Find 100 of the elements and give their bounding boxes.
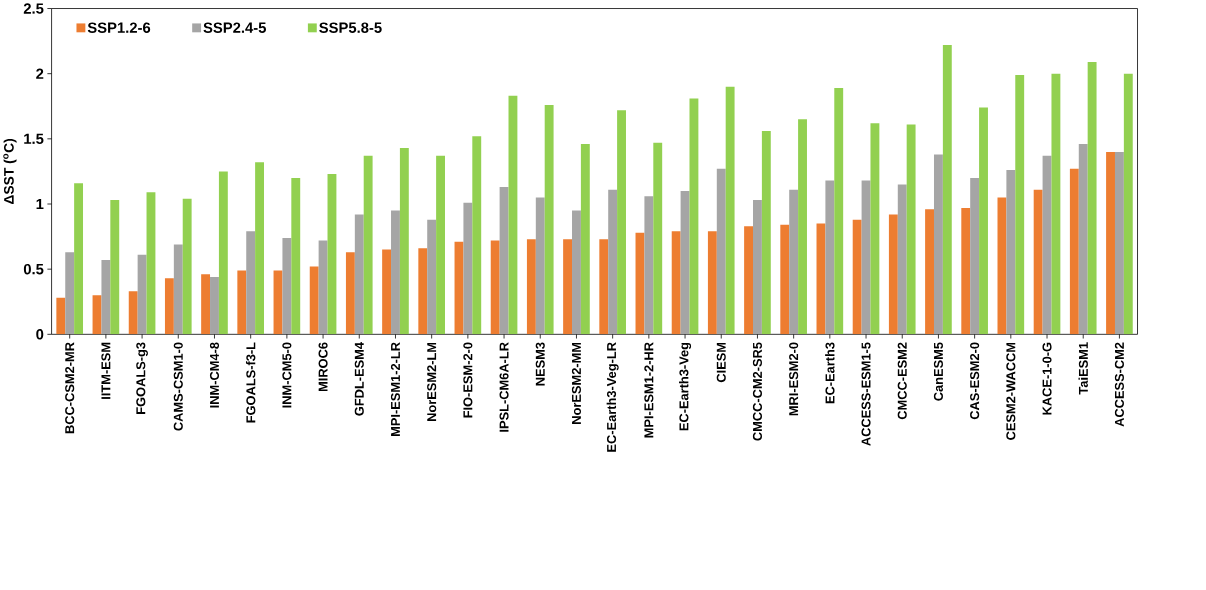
bar — [436, 155, 445, 335]
bar — [354, 214, 364, 335]
x-tick-label: INM-CM4-8 — [209, 342, 220, 408]
y-tick-label: 0 — [36, 329, 44, 340]
bar — [327, 174, 337, 335]
bar — [201, 274, 211, 335]
bar — [572, 210, 581, 335]
x-tick-label: NorESM2-MM — [571, 343, 581, 424]
bar — [1087, 62, 1097, 335]
x-tick-label: CMCC-ESM2 — [897, 342, 907, 420]
bar — [173, 244, 183, 335]
bar — [617, 110, 626, 335]
x-tick-label: MPI-ESM1-2-LR — [390, 342, 401, 437]
bar — [210, 277, 219, 335]
bar — [418, 248, 428, 335]
bar — [463, 202, 473, 335]
bar — [291, 178, 301, 335]
bar — [707, 231, 717, 335]
x-tick-label: FGOALS-g3 — [136, 342, 148, 415]
x-tick-label: IITM-ESM — [101, 343, 111, 400]
bar — [164, 278, 174, 335]
bar — [1033, 189, 1043, 335]
bar — [472, 136, 482, 335]
x-tick-label: ACCESS-CM2 — [1114, 342, 1124, 427]
bar — [970, 178, 980, 335]
bar — [753, 200, 762, 335]
bar — [246, 231, 256, 335]
bar — [689, 98, 699, 335]
x-tick-label: NESM3 — [535, 342, 545, 386]
y-tick-label: 1 — [36, 199, 44, 210]
legend-label: SSP5.8-5 — [319, 22, 382, 34]
bar — [101, 260, 111, 335]
x-tick-label: CanESM5 — [933, 342, 943, 401]
legend-label: SSP1.2-6 — [87, 22, 151, 34]
bar — [74, 183, 84, 335]
bar — [110, 200, 120, 335]
bar — [1051, 73, 1061, 335]
x-tick-label: EC-Earth3-Veg — [679, 343, 692, 431]
bar — [852, 219, 862, 335]
bar — [1069, 168, 1079, 335]
bar — [979, 107, 988, 335]
bar — [382, 249, 392, 335]
bar — [535, 197, 545, 335]
y-axis-title: ΔSST ($^{o}$C) — [3, 139, 17, 205]
bar — [1006, 170, 1016, 335]
bar — [309, 266, 319, 335]
bar — [237, 270, 247, 335]
bar — [137, 254, 147, 335]
x-tick-label: MPI-ESM1-2-HR — [644, 342, 654, 438]
bar — [128, 291, 138, 335]
bar — [608, 189, 618, 335]
bar — [345, 252, 355, 335]
bar — [933, 154, 943, 335]
bar — [725, 86, 735, 335]
bar — [1015, 75, 1025, 335]
bar — [888, 214, 898, 335]
bar — [1123, 73, 1133, 335]
bar — [925, 209, 934, 335]
bar — [146, 192, 156, 335]
bar — [218, 171, 228, 335]
bar — [318, 240, 328, 335]
x-tick-label: CESM2-WACCM — [1006, 343, 1016, 441]
bar — [780, 224, 790, 335]
bar — [942, 45, 952, 335]
x-tick-label: GFDL-ESM4 — [354, 342, 364, 416]
bar — [363, 155, 373, 335]
bar — [644, 196, 654, 335]
bar — [861, 180, 871, 335]
bar — [563, 239, 573, 335]
bar — [716, 168, 726, 335]
x-tick-label: CIESM — [716, 343, 726, 383]
x-tick-label: INM-CM5-0 — [282, 342, 292, 408]
x-tick-label: BCC-CSM2-MR — [65, 342, 75, 434]
bar — [282, 238, 292, 335]
bar — [399, 148, 409, 335]
bar — [273, 270, 283, 335]
bar — [499, 187, 509, 335]
bar — [834, 88, 844, 335]
x-tick-label: EC-Earth3-Veg-LR — [606, 342, 619, 452]
bar — [65, 252, 75, 335]
legend-label: SSP2.4-5 — [203, 22, 267, 34]
x-tick-label: TaiESM1 — [1078, 342, 1088, 395]
bar — [789, 189, 799, 335]
bar — [427, 219, 437, 335]
bar — [653, 142, 663, 335]
bar — [744, 226, 753, 335]
x-tick-label: KACE-1-0-G — [1042, 342, 1052, 415]
bar — [182, 198, 192, 335]
x-tick-label: NorESM2-LM — [427, 343, 437, 422]
bar — [391, 210, 400, 335]
bar — [599, 239, 609, 335]
y-tick-label: 2.5 — [23, 3, 44, 14]
bar — [1078, 144, 1088, 335]
bar — [870, 123, 880, 335]
bar — [680, 191, 690, 335]
bar — [580, 144, 590, 335]
x-tick-label: CMCC-CM2-SR5 — [752, 342, 762, 441]
bar — [671, 231, 681, 335]
bar — [1042, 155, 1052, 335]
bar — [56, 297, 66, 335]
